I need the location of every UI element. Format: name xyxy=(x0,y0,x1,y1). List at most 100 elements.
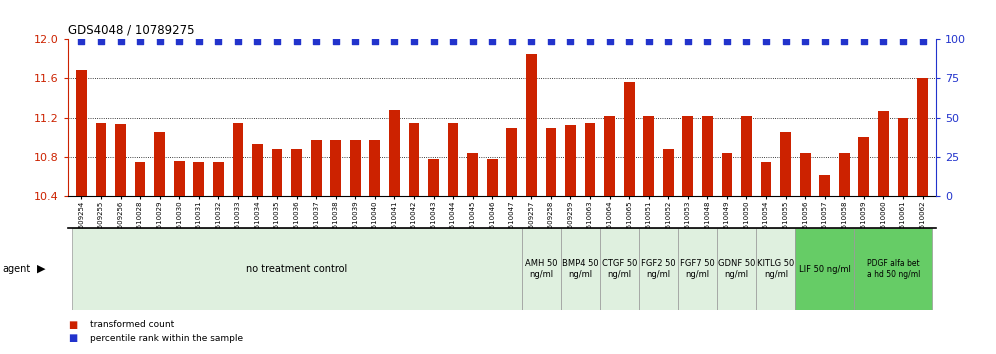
Point xyxy=(425,38,441,43)
Bar xyxy=(859,137,870,196)
Bar xyxy=(678,228,717,310)
Point xyxy=(640,38,656,43)
Text: GDNF 50
ng/ml: GDNF 50 ng/ml xyxy=(718,259,755,279)
Bar xyxy=(585,122,596,196)
Point xyxy=(660,38,676,43)
Point xyxy=(250,38,266,43)
Bar xyxy=(855,228,932,310)
Bar xyxy=(623,82,634,196)
Text: AMH 50
ng/ml: AMH 50 ng/ml xyxy=(525,259,558,279)
Point xyxy=(308,38,324,43)
Bar xyxy=(702,116,713,196)
Point xyxy=(151,38,167,43)
Bar xyxy=(605,116,615,196)
Point xyxy=(348,38,364,43)
Point xyxy=(132,38,148,43)
Point xyxy=(758,38,774,43)
Bar xyxy=(311,140,322,196)
Bar xyxy=(761,162,772,196)
Point xyxy=(797,38,813,43)
Point xyxy=(171,38,187,43)
Bar xyxy=(643,116,654,196)
Text: ■: ■ xyxy=(68,333,77,343)
Text: FGF7 50
ng/ml: FGF7 50 ng/ml xyxy=(680,259,715,279)
Bar xyxy=(663,149,673,196)
Point xyxy=(680,38,696,43)
Text: BMP4 50
ng/ml: BMP4 50 ng/ml xyxy=(562,259,599,279)
Bar xyxy=(447,122,458,196)
Bar xyxy=(756,228,796,310)
Text: FGF2 50
ng/ml: FGF2 50 ng/ml xyxy=(641,259,675,279)
Bar xyxy=(96,122,107,196)
Point xyxy=(856,38,872,43)
Bar xyxy=(546,127,556,196)
Bar xyxy=(193,162,204,196)
Point xyxy=(563,38,579,43)
Bar xyxy=(428,159,439,196)
Point xyxy=(602,38,618,43)
Point xyxy=(465,38,481,43)
Text: no treatment control: no treatment control xyxy=(246,264,348,274)
Point xyxy=(328,38,344,43)
Point xyxy=(191,38,207,43)
Point xyxy=(817,38,833,43)
Point xyxy=(719,38,735,43)
Bar xyxy=(522,228,561,310)
Bar xyxy=(741,116,752,196)
Bar xyxy=(350,140,361,196)
Bar xyxy=(272,149,283,196)
Text: GDS4048 / 10789275: GDS4048 / 10789275 xyxy=(68,23,194,36)
Bar xyxy=(600,228,638,310)
Point xyxy=(74,38,90,43)
Text: ▶: ▶ xyxy=(37,264,46,274)
Bar xyxy=(897,118,908,196)
Point xyxy=(484,38,500,43)
Bar xyxy=(487,159,498,196)
Point xyxy=(543,38,559,43)
Bar xyxy=(561,228,600,310)
Bar xyxy=(116,124,125,196)
Bar xyxy=(252,144,263,196)
Bar xyxy=(291,149,302,196)
Bar xyxy=(370,140,380,196)
Bar xyxy=(154,132,165,196)
Bar xyxy=(76,70,87,196)
Point xyxy=(582,38,598,43)
Bar xyxy=(796,228,855,310)
Point xyxy=(738,38,754,43)
Point xyxy=(386,38,402,43)
Point xyxy=(406,38,422,43)
Bar xyxy=(389,110,399,196)
Text: PDGF alfa bet
a hd 50 ng/ml: PDGF alfa bet a hd 50 ng/ml xyxy=(867,259,920,279)
Point xyxy=(523,38,539,43)
Bar xyxy=(331,140,341,196)
Point xyxy=(289,38,305,43)
Bar xyxy=(134,162,145,196)
Bar xyxy=(717,228,756,310)
Bar xyxy=(467,153,478,196)
Point xyxy=(269,38,285,43)
Point xyxy=(230,38,246,43)
Point xyxy=(837,38,853,43)
Point xyxy=(504,38,520,43)
Point xyxy=(622,38,637,43)
Bar xyxy=(213,162,224,196)
Point xyxy=(914,38,930,43)
Point xyxy=(699,38,715,43)
Text: ■: ■ xyxy=(68,320,77,330)
Bar xyxy=(408,122,419,196)
Bar xyxy=(780,132,791,196)
Text: KITLG 50
ng/ml: KITLG 50 ng/ml xyxy=(757,259,795,279)
Point xyxy=(210,38,226,43)
Point xyxy=(895,38,911,43)
Bar xyxy=(839,153,850,196)
Point xyxy=(93,38,109,43)
Text: agent: agent xyxy=(2,264,30,274)
Point xyxy=(113,38,128,43)
Bar xyxy=(917,78,928,196)
Text: percentile rank within the sample: percentile rank within the sample xyxy=(90,333,243,343)
Text: CTGF 50
ng/ml: CTGF 50 ng/ml xyxy=(602,259,637,279)
Bar xyxy=(721,153,732,196)
Text: transformed count: transformed count xyxy=(90,320,174,330)
Bar xyxy=(526,54,537,196)
